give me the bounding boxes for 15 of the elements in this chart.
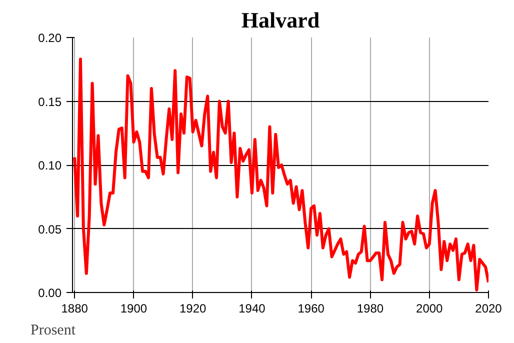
y-axis-title: Prosent [30,322,76,338]
x-tick-label: 1900 [120,302,148,316]
x-tick-label: 2000 [416,302,444,316]
x-tick-label: 1960 [298,302,325,316]
x-tick-label: 1980 [356,302,384,316]
y-tick-label: 0.00 [38,286,62,300]
y-tick-label: 0.20 [38,31,62,45]
y-tick-label: 0.05 [38,222,62,236]
y-tick-label: 0.15 [38,94,62,109]
y-tick-label: 0.10 [38,158,62,172]
x-tick-label: 2020 [475,302,502,316]
x-tick-label: 1940 [238,302,266,316]
x-tick-label: 1920 [179,302,207,316]
chart-title: Halvard [241,8,320,32]
x-tick-label: 1880 [61,302,88,316]
